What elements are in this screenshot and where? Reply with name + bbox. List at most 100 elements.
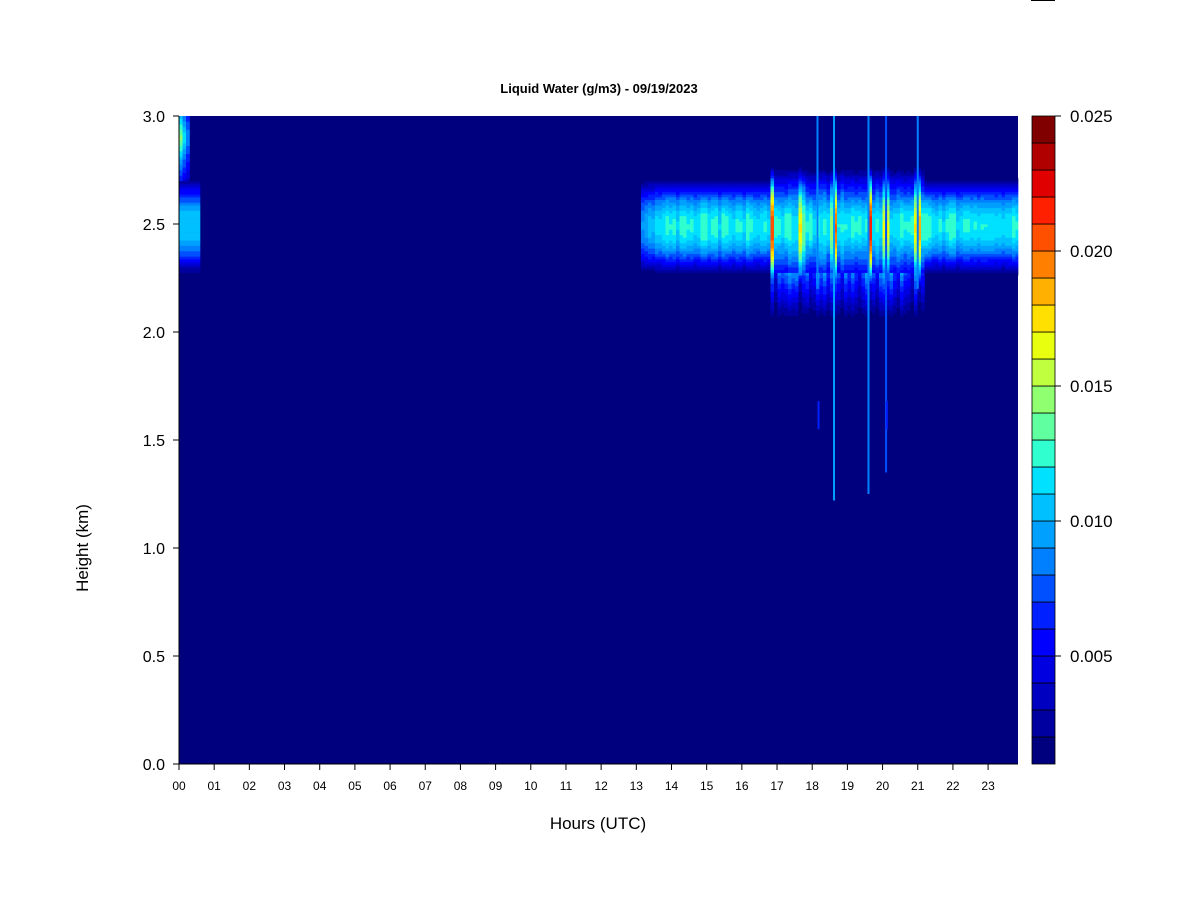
heatmap-cell bbox=[914, 248, 918, 252]
heatmap-cell bbox=[686, 215, 691, 219]
heatmap-cell bbox=[697, 264, 701, 268]
heatmap-cell bbox=[774, 296, 778, 300]
heatmap-cell bbox=[753, 180, 757, 184]
heatmap-cell bbox=[774, 245, 778, 249]
heatmap-cell bbox=[886, 318, 890, 322]
heatmap-cell bbox=[907, 269, 911, 273]
heatmap-cell bbox=[907, 313, 911, 317]
heatmap-cell bbox=[840, 202, 845, 206]
heatmap-cell bbox=[1001, 213, 1006, 217]
heatmap-cell bbox=[658, 248, 663, 252]
heatmap-cell bbox=[658, 269, 663, 273]
heatmap-cell bbox=[900, 210, 904, 214]
heatmap-cell bbox=[875, 267, 880, 271]
heatmap-cell bbox=[802, 310, 806, 314]
heatmap-cell bbox=[826, 183, 831, 187]
heatmap-cell bbox=[753, 234, 757, 238]
heatmap-cell bbox=[900, 218, 904, 222]
heatmap-cell bbox=[186, 180, 190, 184]
heatmap-cell bbox=[679, 207, 684, 211]
heatmap-cell bbox=[644, 215, 649, 219]
heatmap-cell bbox=[182, 137, 187, 141]
heatmap-cell bbox=[935, 197, 939, 200]
heatmap-cell bbox=[991, 256, 995, 260]
heatmap-cell bbox=[900, 183, 904, 187]
heatmap-cell bbox=[753, 256, 757, 260]
heatmap-cell bbox=[658, 197, 663, 200]
heatmap-cell bbox=[1008, 272, 1013, 276]
heatmap-cell bbox=[749, 234, 754, 238]
heatmap-cell bbox=[826, 191, 831, 195]
heatmap-cell bbox=[802, 170, 806, 173]
heatmap-cell bbox=[721, 229, 726, 233]
heatmap-cell bbox=[882, 302, 887, 306]
heatmap-cell bbox=[963, 267, 967, 271]
heatmap-cell bbox=[802, 251, 806, 254]
heatmap-cell bbox=[735, 210, 740, 214]
heatmap-cell bbox=[809, 248, 813, 252]
heatmap-cell bbox=[984, 229, 988, 233]
heatmap-cell bbox=[805, 253, 810, 257]
heatmap-cell bbox=[753, 218, 757, 222]
heatmap-cell bbox=[693, 207, 698, 211]
heatmap-cell bbox=[903, 178, 908, 182]
heatmap-cell bbox=[693, 215, 698, 219]
heatmap-cell bbox=[921, 291, 925, 295]
heatmap-cell bbox=[679, 186, 684, 190]
heatmap-cell bbox=[977, 215, 981, 219]
heatmap-cell bbox=[655, 259, 659, 263]
heatmap-cell bbox=[714, 253, 719, 257]
heatmap-cell bbox=[774, 234, 778, 238]
heatmap-cell bbox=[693, 197, 698, 200]
heatmap-cell bbox=[798, 302, 803, 306]
heatmap-cell bbox=[886, 315, 890, 319]
heatmap-cell bbox=[196, 210, 201, 214]
heatmap-cell bbox=[763, 259, 768, 263]
heatmap-cell bbox=[693, 224, 698, 227]
heatmap-cell bbox=[994, 229, 999, 233]
heatmap-cell bbox=[774, 224, 778, 227]
heatmap-cell bbox=[746, 229, 750, 233]
heatmap-cell bbox=[193, 221, 197, 225]
heatmap-cell bbox=[693, 202, 698, 206]
heatmap-cell bbox=[711, 261, 715, 265]
heatmap-cell bbox=[767, 180, 771, 184]
heatmap-cell bbox=[956, 253, 960, 257]
heatmap-cell bbox=[805, 242, 810, 246]
heatmap-cell bbox=[186, 272, 190, 276]
heatmap-cell bbox=[984, 240, 988, 244]
heatmap-cell bbox=[900, 313, 904, 317]
heatmap-cell bbox=[826, 221, 831, 225]
heatmap-cell bbox=[182, 242, 187, 246]
heatmap-cell bbox=[749, 232, 754, 236]
heatmap-cell bbox=[763, 245, 768, 249]
heatmap-cell bbox=[903, 283, 908, 287]
heatmap-cell bbox=[865, 191, 869, 195]
heatmap-cell bbox=[830, 172, 834, 176]
heatmap-cell bbox=[896, 242, 901, 246]
heatmap-cell bbox=[665, 242, 670, 246]
heatmap-cell bbox=[791, 175, 796, 179]
heatmap-cell bbox=[875, 242, 880, 246]
heatmap-cell bbox=[865, 291, 869, 295]
heatmap-cell bbox=[830, 240, 834, 244]
heatmap-cell bbox=[735, 237, 740, 241]
heatmap-cell bbox=[686, 218, 691, 222]
heatmap-cell bbox=[879, 318, 883, 322]
heatmap-cell bbox=[830, 186, 834, 190]
heatmap-cell bbox=[781, 248, 785, 252]
heatmap-cell bbox=[739, 202, 743, 206]
heatmap-cell bbox=[802, 207, 806, 211]
heatmap-cell bbox=[949, 272, 953, 276]
heatmap-cell bbox=[956, 199, 960, 203]
heatmap-cell bbox=[921, 264, 925, 268]
heatmap-cell bbox=[641, 245, 645, 249]
heatmap-cell bbox=[644, 251, 649, 254]
heatmap-cell bbox=[770, 251, 775, 254]
heatmap-cell bbox=[753, 215, 757, 219]
heatmap-cell bbox=[658, 221, 663, 225]
heatmap-cell bbox=[840, 226, 845, 230]
heatmap-cell bbox=[795, 280, 799, 284]
heatmap-cell bbox=[795, 288, 799, 292]
heatmap-cell bbox=[679, 224, 684, 227]
